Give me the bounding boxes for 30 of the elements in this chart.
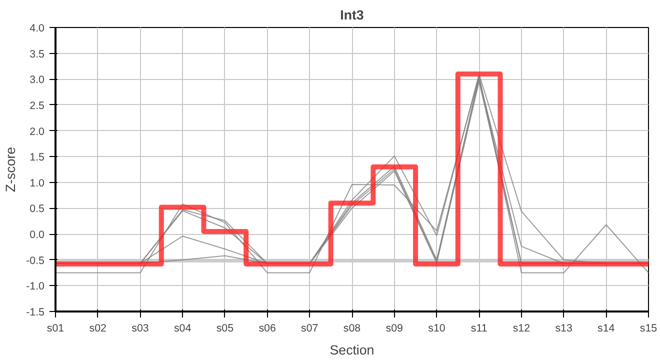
y-tick-label: -1.0 — [26, 280, 45, 293]
x-tick-label: s08 — [343, 322, 361, 334]
chart-title: Int3 — [340, 8, 364, 22]
x-tick-label: s04 — [174, 322, 192, 334]
x-tick-label: s01 — [46, 322, 64, 334]
x-tick-label: s13 — [555, 322, 572, 334]
x-tick-label: s07 — [301, 322, 318, 334]
x-tick-label: s09 — [386, 322, 404, 334]
x-tick-label: s12 — [512, 322, 530, 334]
y-tick-label: 1.0 — [30, 177, 45, 190]
y-tick-label: 2.0 — [30, 126, 45, 138]
x-tick-label: s05 — [216, 322, 234, 334]
x-tick-label: s06 — [258, 322, 276, 334]
y-tick-label: 2.5 — [30, 100, 45, 112]
x-tick-label: s15 — [640, 322, 658, 334]
y-axis-title: Z-score — [3, 146, 18, 192]
x-tick-label: s03 — [132, 322, 149, 334]
x-tick-label: s02 — [89, 322, 107, 334]
y-tick-label: 0.5 — [30, 203, 45, 216]
x-tick-label: s14 — [598, 322, 615, 334]
y-tick-label: 4.0 — [30, 22, 45, 34]
y-tick-label: 3.5 — [30, 48, 45, 60]
y-tick-label: 3.0 — [30, 74, 45, 86]
y-tick-label: -0.5 — [26, 254, 45, 267]
x-axis-title: Section — [330, 342, 374, 358]
x-tick-label: s11 — [470, 322, 488, 334]
y-tick-label: 0.0 — [30, 229, 45, 242]
y-tick-label: 1.5 — [30, 152, 45, 164]
y-tick-label: -1.5 — [26, 306, 45, 318]
x-tick-label: s10 — [428, 322, 446, 334]
